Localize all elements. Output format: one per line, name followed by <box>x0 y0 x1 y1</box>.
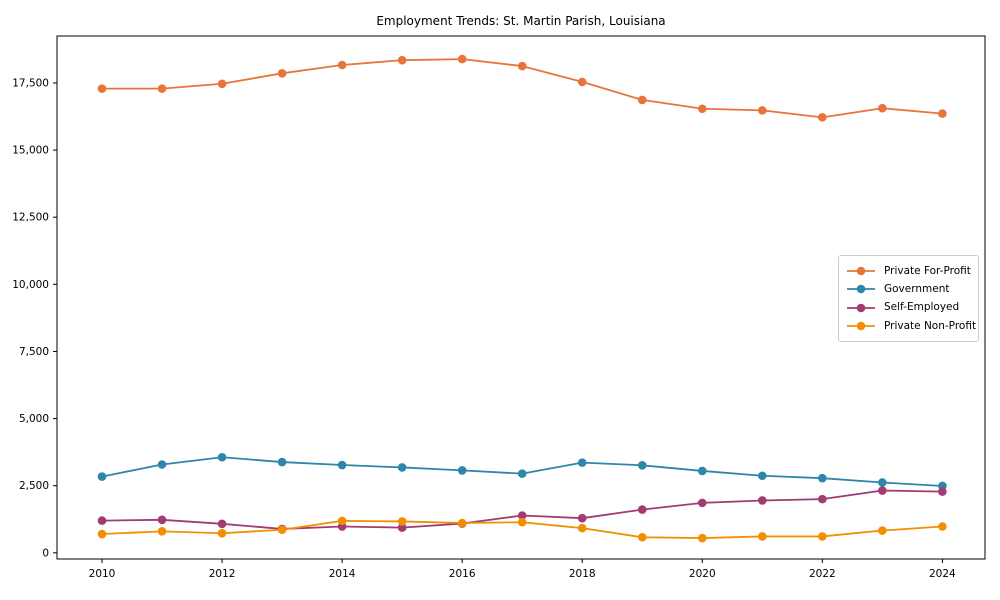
data-point <box>217 79 227 89</box>
data-point <box>217 519 227 529</box>
data-point <box>637 461 647 470</box>
data-point <box>457 466 467 475</box>
data-point <box>217 452 227 462</box>
y-tick-label: 5,000 <box>19 413 49 425</box>
data-point <box>758 106 767 115</box>
x-tick-label: 2012 <box>209 568 236 580</box>
legend-label: Private For-Profit <box>884 264 971 277</box>
data-point <box>758 496 767 505</box>
axes-frame <box>56 35 986 560</box>
y-tick-label: 2,500 <box>19 480 49 492</box>
data-point <box>97 84 107 93</box>
data-point <box>397 523 407 532</box>
data-point <box>337 460 347 470</box>
data-point <box>577 458 587 467</box>
data-point <box>697 466 707 476</box>
data-point <box>758 471 767 481</box>
data-point <box>938 487 947 496</box>
y-tick-label: 15,000 <box>12 145 49 157</box>
y-tick-label: 0 <box>42 547 49 559</box>
chart-title: Employment Trends: St. Martin Parish, Lo… <box>376 14 666 28</box>
legend-item: Private Non-Profit <box>846 317 976 335</box>
x-tick-label: 2022 <box>809 568 836 580</box>
data-point <box>517 511 527 520</box>
legend-item: Self-Employed <box>846 299 970 317</box>
data-point <box>277 69 287 78</box>
data-point <box>818 473 827 483</box>
data-point <box>637 505 647 514</box>
data-point <box>818 532 827 541</box>
legend-label: Private Non-Profit <box>884 319 977 332</box>
data-point <box>277 525 287 535</box>
y-tick-label: 7,500 <box>19 346 49 358</box>
data-point <box>697 498 707 508</box>
data-point <box>457 518 467 528</box>
data-point <box>818 494 827 504</box>
data-point <box>637 532 647 542</box>
x-tick-label: 2016 <box>449 568 476 580</box>
legend-marker-icon <box>847 266 875 276</box>
chart-legend: Private For-Profit Government Self-Employe… <box>838 255 979 342</box>
data-point <box>517 517 527 527</box>
y-tick-label: 17,500 <box>12 77 49 89</box>
x-tick-label: 2010 <box>89 568 116 580</box>
legend-item: Government <box>846 280 970 298</box>
data-point <box>277 457 287 467</box>
data-point <box>157 84 167 93</box>
legend-label: Government <box>884 283 950 296</box>
x-tick-label: 2024 <box>929 568 956 580</box>
legend-marker-icon <box>847 285 875 294</box>
data-point <box>517 469 527 478</box>
x-tick-label: 2020 <box>689 568 716 580</box>
data-point <box>577 513 587 523</box>
data-point <box>397 517 407 526</box>
data-point <box>457 54 467 64</box>
data-point <box>878 103 887 113</box>
data-point <box>397 463 407 472</box>
data-point <box>337 60 347 70</box>
data-point <box>818 113 827 122</box>
data-point <box>397 55 407 65</box>
data-point <box>758 532 767 541</box>
data-point <box>878 526 887 535</box>
data-point <box>217 528 227 538</box>
data-point <box>157 527 167 536</box>
x-tick-label: 2014 <box>329 568 356 580</box>
data-point <box>97 516 107 525</box>
legend-item: Private For-Profit <box>846 262 971 280</box>
data-point <box>637 95 647 105</box>
data-point <box>97 529 107 539</box>
x-tick-label: 2018 <box>569 568 596 580</box>
y-tick-label: 12,500 <box>12 212 49 224</box>
data-point <box>938 109 947 118</box>
data-point <box>697 104 707 114</box>
data-point <box>157 515 167 525</box>
data-point <box>697 533 707 543</box>
data-point <box>97 472 107 481</box>
data-point <box>878 486 887 495</box>
y-tick-label: 10,000 <box>12 279 49 291</box>
legend-marker-icon <box>847 303 875 312</box>
legend-marker-icon <box>847 321 875 331</box>
data-point <box>337 516 347 526</box>
data-point <box>577 523 587 533</box>
data-point <box>157 460 167 469</box>
data-point <box>517 61 527 71</box>
data-point <box>938 522 947 531</box>
legend-label: Self-Employed <box>884 301 960 314</box>
data-point <box>878 478 887 487</box>
data-point <box>577 77 587 87</box>
